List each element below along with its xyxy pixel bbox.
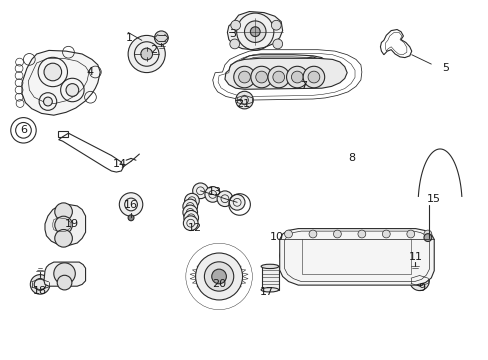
Polygon shape <box>239 55 327 73</box>
Text: 10: 10 <box>270 232 284 242</box>
Circle shape <box>267 66 289 88</box>
Text: 14: 14 <box>113 159 126 169</box>
Circle shape <box>423 234 431 242</box>
Text: 13: 13 <box>208 186 222 197</box>
Circle shape <box>66 84 79 96</box>
Circle shape <box>183 216 198 230</box>
Circle shape <box>303 66 324 88</box>
Circle shape <box>307 71 319 83</box>
Text: 7: 7 <box>299 81 306 91</box>
Circle shape <box>43 97 52 106</box>
Text: 3: 3 <box>228 29 235 39</box>
Circle shape <box>44 63 61 81</box>
Circle shape <box>244 21 265 42</box>
Circle shape <box>288 59 298 69</box>
Circle shape <box>128 215 134 221</box>
Circle shape <box>406 248 422 264</box>
Text: 15: 15 <box>427 194 440 204</box>
Text: 9: 9 <box>417 283 424 293</box>
Circle shape <box>286 66 307 88</box>
Ellipse shape <box>261 288 278 292</box>
Circle shape <box>154 31 168 45</box>
Circle shape <box>229 194 244 210</box>
Text: 16: 16 <box>124 200 138 210</box>
Circle shape <box>409 271 428 291</box>
Circle shape <box>255 71 267 83</box>
Polygon shape <box>261 266 278 290</box>
Text: 6: 6 <box>20 125 27 135</box>
Circle shape <box>308 230 316 238</box>
Polygon shape <box>227 12 282 50</box>
Circle shape <box>235 91 253 109</box>
Circle shape <box>54 263 75 284</box>
Text: 19: 19 <box>65 219 79 229</box>
Circle shape <box>229 39 239 49</box>
Polygon shape <box>279 229 433 285</box>
Circle shape <box>204 262 233 291</box>
Text: 20: 20 <box>212 279 225 289</box>
Circle shape <box>183 211 198 225</box>
Circle shape <box>230 20 240 30</box>
Circle shape <box>141 48 152 60</box>
Circle shape <box>284 230 292 238</box>
Text: 1: 1 <box>126 33 133 43</box>
Circle shape <box>272 39 282 49</box>
Text: 18: 18 <box>33 286 47 296</box>
Circle shape <box>184 193 199 208</box>
Polygon shape <box>45 204 85 246</box>
Circle shape <box>291 71 303 83</box>
Circle shape <box>57 275 72 290</box>
Circle shape <box>55 203 72 220</box>
Circle shape <box>306 59 316 69</box>
Circle shape <box>183 205 197 220</box>
Text: 21: 21 <box>236 99 250 109</box>
Circle shape <box>272 71 284 83</box>
Circle shape <box>217 191 232 207</box>
Circle shape <box>271 20 281 30</box>
Circle shape <box>195 253 242 300</box>
Circle shape <box>128 35 165 73</box>
Text: 11: 11 <box>408 252 422 262</box>
Circle shape <box>119 193 142 216</box>
Circle shape <box>268 59 278 69</box>
Text: 12: 12 <box>187 222 201 233</box>
Circle shape <box>192 183 208 199</box>
Circle shape <box>55 230 72 247</box>
Circle shape <box>251 59 261 69</box>
Circle shape <box>183 199 197 214</box>
Text: 8: 8 <box>348 153 355 163</box>
Circle shape <box>301 248 316 263</box>
Polygon shape <box>279 244 338 267</box>
Polygon shape <box>44 262 85 286</box>
Circle shape <box>295 242 322 269</box>
Text: 4: 4 <box>87 67 94 77</box>
Circle shape <box>55 216 72 234</box>
Circle shape <box>211 269 226 284</box>
Polygon shape <box>224 58 346 89</box>
Circle shape <box>333 230 341 238</box>
Circle shape <box>357 230 365 238</box>
Circle shape <box>406 230 414 238</box>
Circle shape <box>382 230 389 238</box>
Circle shape <box>238 71 250 83</box>
Text: 17: 17 <box>259 287 273 297</box>
Circle shape <box>30 275 50 294</box>
Text: 5: 5 <box>442 63 448 73</box>
Circle shape <box>204 186 220 202</box>
Ellipse shape <box>261 264 278 269</box>
Circle shape <box>423 230 431 238</box>
Polygon shape <box>22 50 100 115</box>
Circle shape <box>250 66 272 88</box>
Text: 2: 2 <box>150 45 157 55</box>
Circle shape <box>250 27 260 37</box>
Circle shape <box>233 66 255 88</box>
